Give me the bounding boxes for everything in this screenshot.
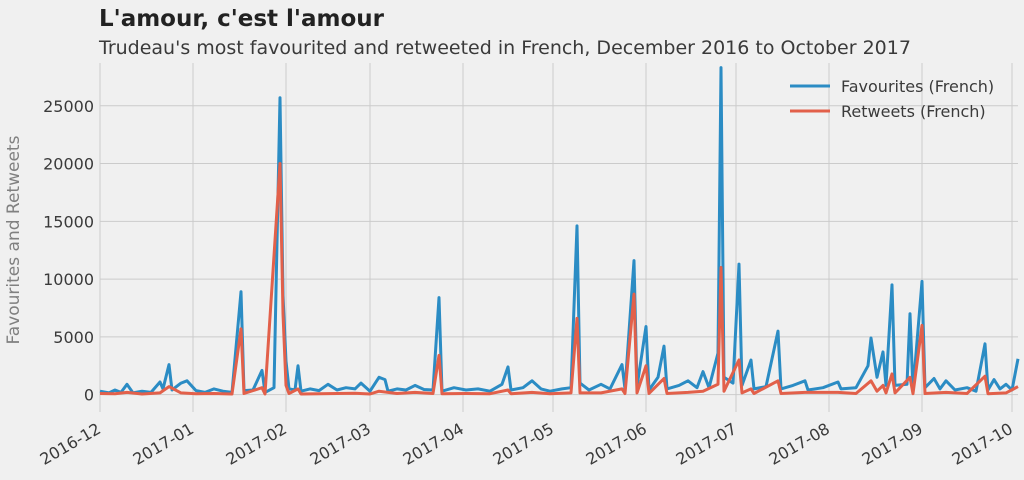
- chart-subtitle: Trudeau's most favourited and retweeted …: [98, 37, 911, 59]
- legend: Favourites (French) Retweets (French): [790, 77, 994, 121]
- y-tick-label: 0: [84, 386, 94, 405]
- x-tick-label: 2017-10: [949, 419, 1016, 469]
- legend-label-retweets: Retweets (French): [841, 102, 986, 121]
- x-axis-ticks: 2016-12 2017-01 2017-02 2017-03 2017-04 2017-…: [37, 419, 1016, 469]
- x-tick-label: 2017-07: [673, 419, 740, 469]
- x-tick-label: 2017-06: [583, 419, 650, 469]
- legend-label-favourites: Favourites (French): [841, 77, 994, 96]
- x-tick-label: 2017-02: [223, 419, 290, 469]
- x-tick-label: 2017-01: [130, 419, 197, 469]
- y-tick-label: 25000: [43, 97, 94, 116]
- y-tick-label: 10000: [43, 270, 94, 289]
- y-tick-label: 5000: [53, 328, 94, 347]
- series-line-retweets: [99, 162, 1019, 396]
- grid-lines: [99, 63, 1018, 412]
- chart-title: L'amour, c'est l'amour: [99, 6, 385, 32]
- x-tick-label: 2017-08: [766, 419, 833, 469]
- series-lines: [99, 66, 1020, 396]
- x-tick-label: 2017-04: [400, 419, 467, 469]
- x-tick-label: 2016-12: [37, 419, 104, 469]
- x-tick-label: 2017-03: [307, 419, 374, 469]
- x-tick-label: 2017-05: [490, 419, 557, 469]
- x-tick-label: 2017-09: [859, 419, 926, 469]
- y-axis-label: Favourites and Retweets: [4, 135, 24, 344]
- y-tick-label: 15000: [43, 212, 94, 231]
- y-tick-label: 20000: [43, 155, 94, 174]
- y-axis-ticks: 0 5000 10000 15000 20000 25000: [43, 97, 94, 405]
